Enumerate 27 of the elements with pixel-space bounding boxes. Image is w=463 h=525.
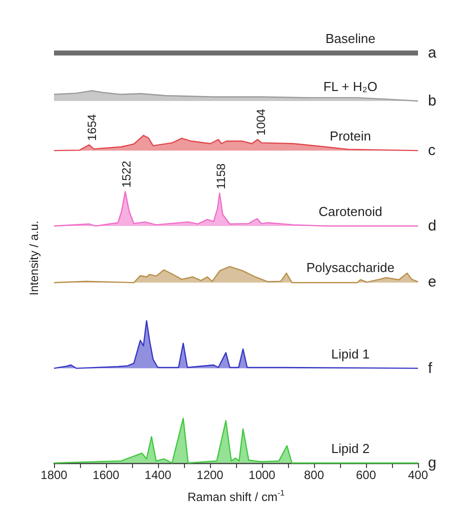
series-label: FL + H₂O xyxy=(323,78,378,94)
x-tick-label: 1600 xyxy=(92,468,120,482)
series-label: Protein xyxy=(330,128,371,144)
text: b xyxy=(428,92,436,110)
x-tick-label: 1000 xyxy=(248,468,276,482)
annotation: 1522 xyxy=(119,160,134,188)
text: g xyxy=(428,454,436,472)
x-tick-label: 600 xyxy=(356,468,376,482)
series-label: Lipid 2 xyxy=(331,441,370,456)
text: c xyxy=(428,142,436,160)
x-tick-label: 800 xyxy=(304,468,324,482)
text: f xyxy=(428,360,433,377)
text: a xyxy=(428,44,437,62)
annotation: 1654 xyxy=(84,114,99,141)
x-tick-label: 1800 xyxy=(40,468,68,482)
series-label: Lipid 1 xyxy=(331,346,370,362)
x-tick-label: 1200 xyxy=(196,468,224,482)
series-label: Carotenoid xyxy=(318,204,382,220)
text: d xyxy=(428,218,436,235)
annotation: 1158 xyxy=(214,163,228,190)
text: e xyxy=(428,273,436,290)
series-label: Polysaccharide xyxy=(306,260,394,275)
y-axis-title: Intensity / a.u. xyxy=(27,220,41,296)
x-tick-label: 1400 xyxy=(144,468,172,482)
annotation: 1004 xyxy=(254,108,268,136)
series-label: Baseline xyxy=(325,31,376,46)
x-tick-label: 400 xyxy=(408,468,428,482)
